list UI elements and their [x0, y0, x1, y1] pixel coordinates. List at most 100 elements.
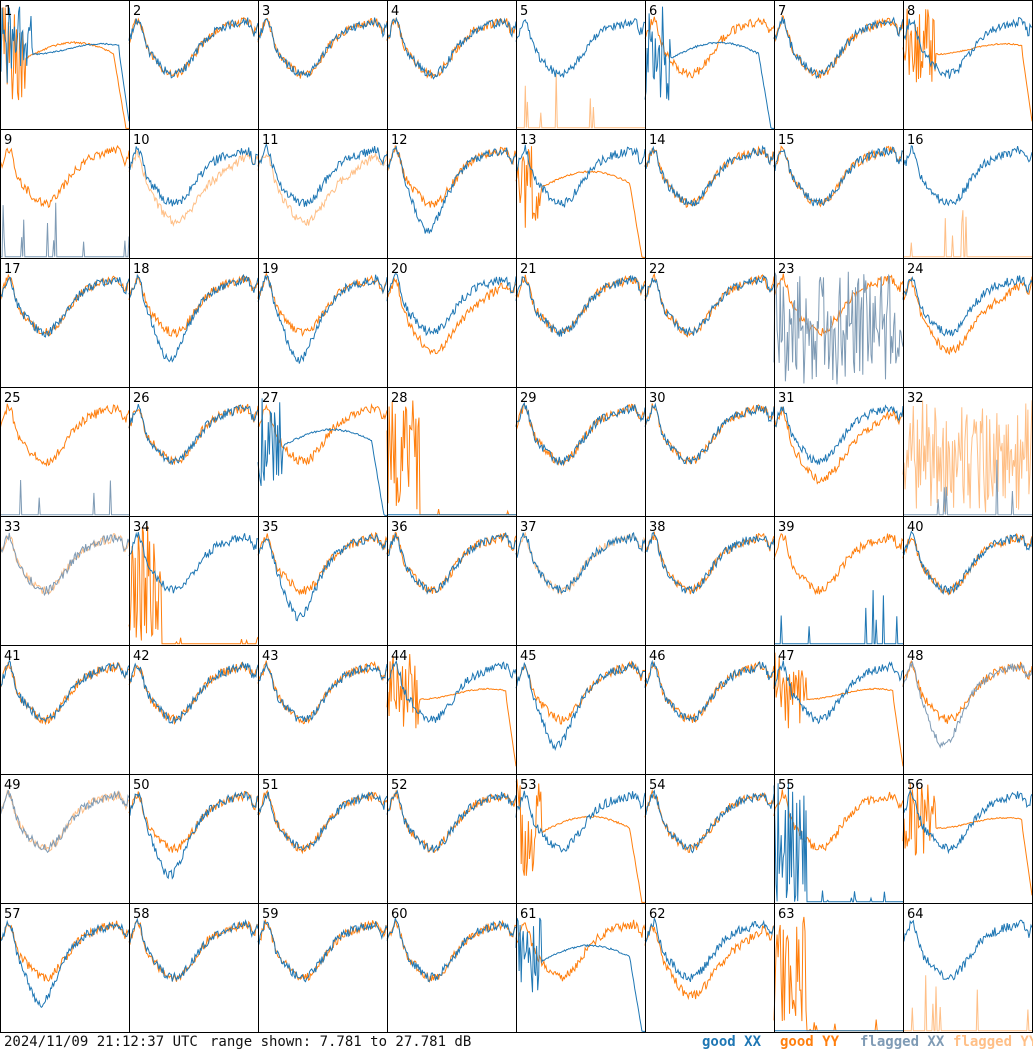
tile-19: 19 — [257, 262, 388, 364]
tile-33: 33 — [0, 520, 130, 597]
tile-52: 52 — [386, 778, 517, 853]
tile-label: 23 — [778, 262, 795, 277]
tile-label: 22 — [649, 262, 666, 277]
series-xx-tile-43 — [257, 661, 388, 722]
tile-label: 50 — [133, 778, 150, 793]
tile-label: 9 — [4, 133, 12, 148]
tile-59: 59 — [257, 907, 388, 983]
tile-label: 15 — [778, 133, 795, 148]
legend-flagged-xx: flagged XX — [860, 1034, 945, 1050]
series-xx-tile-21 — [515, 274, 646, 337]
tile-label: 48 — [907, 649, 924, 664]
series-yy-tile-25 — [0, 403, 130, 467]
tile-4: 4 — [386, 4, 517, 80]
tile-label: 19 — [262, 262, 279, 277]
series-yy-tile-3 — [257, 17, 388, 79]
tile-29: 29 — [515, 391, 646, 467]
series-yy-tile-18 — [128, 274, 259, 338]
tile-1: 1 — [0, 4, 130, 129]
series-xx-tile-35 — [257, 533, 388, 622]
tile-26: 26 — [128, 391, 259, 466]
series-xx-tile-18 — [128, 273, 259, 363]
legend-good-xx: good XX — [702, 1034, 762, 1050]
series-yy-tile-62 — [644, 923, 775, 1001]
series-xx-tile-3 — [257, 17, 388, 78]
tile-30: 30 — [644, 391, 775, 465]
tile-44: 44 — [386, 649, 517, 767]
series-xx-tile-58 — [128, 917, 259, 982]
tile-label: 39 — [778, 520, 795, 535]
series-xx-tile-37 — [515, 532, 646, 594]
tile-40: 40 — [902, 520, 1033, 596]
series-yy-tile-64 — [903, 975, 1032, 1032]
tile-32: 32 — [902, 391, 1033, 516]
tile-51: 51 — [257, 778, 388, 855]
series-yy-tile-5 — [516, 73, 645, 129]
tile-label: 25 — [4, 391, 21, 406]
tile-5: 5 — [515, 4, 646, 129]
series-xx-tile-47 — [773, 660, 904, 725]
tile-label: 41 — [4, 649, 21, 664]
series-yy-tile-55 — [773, 789, 904, 852]
series-yy-tile-20 — [386, 277, 517, 356]
legend-good-yy: good YY — [780, 1034, 840, 1050]
tile-27: 27 — [257, 391, 388, 516]
tile-label: 34 — [133, 520, 150, 535]
tile-42: 42 — [128, 649, 259, 725]
series-xx-tile-51 — [257, 791, 388, 851]
tile-label: 58 — [133, 907, 150, 922]
tile-34: 34 — [128, 520, 259, 645]
tile-label: 29 — [520, 391, 537, 406]
tile-label: 3 — [262, 4, 270, 19]
series-xx-tile-56 — [902, 789, 1033, 855]
series-xx-tile-52 — [386, 789, 517, 853]
tile-label: 46 — [649, 649, 666, 664]
series-xx-tile-20 — [386, 273, 517, 337]
tile-63: 63 — [773, 907, 903, 1032]
series-xx-tile-25 — [0, 479, 129, 516]
tile-label: 24 — [907, 262, 924, 277]
series-xx-tile-31 — [773, 404, 904, 466]
tile-label: 52 — [391, 778, 408, 793]
series-yy-tile-61 — [515, 919, 646, 982]
tile-label: 49 — [4, 778, 21, 793]
tile-7: 7 — [773, 4, 904, 80]
tile-22: 22 — [644, 262, 775, 338]
series-yy-tile-24 — [902, 276, 1033, 356]
series-xx-tile-16 — [902, 145, 1033, 207]
series-yy-tile-6 — [644, 16, 775, 79]
series-yy-tile-8 — [902, 8, 1033, 122]
tile-14: 14 — [644, 133, 775, 208]
tile-label: 63 — [778, 907, 795, 922]
tile-37: 37 — [515, 520, 646, 596]
series-yy-tile-40 — [902, 533, 1033, 596]
tile-label: 21 — [520, 262, 537, 277]
series-xx-tile-46 — [644, 659, 775, 722]
tile-31: 31 — [773, 391, 904, 485]
series-yy-tile-39 — [773, 532, 904, 596]
tile-label: 51 — [262, 778, 279, 793]
tile-64: 64 — [902, 907, 1033, 1032]
tile-label: 1 — [4, 4, 12, 19]
tile-label: 11 — [262, 133, 279, 148]
timestamp-label: 2024/11/09 21:12:37 UTC — [4, 1034, 198, 1050]
series-xx-tile-59 — [257, 920, 388, 983]
tile-45: 45 — [515, 649, 646, 752]
tile-47: 47 — [773, 649, 904, 767]
tile-label: 2 — [133, 4, 141, 19]
tile-label: 59 — [262, 907, 279, 922]
tile-11: 11 — [257, 133, 388, 226]
series-xx-tile-17 — [0, 276, 130, 338]
tile-label: 64 — [907, 907, 924, 922]
series-yy-tile-53 — [515, 778, 645, 903]
tile-61: 61 — [515, 907, 646, 1032]
tile-label: 31 — [778, 391, 795, 406]
series-yy-tile-42 — [128, 661, 259, 725]
series-xx-tile-42 — [128, 661, 259, 725]
tile-label: 45 — [520, 649, 537, 664]
tile-label: 47 — [778, 649, 795, 664]
series-xx-tile-61 — [515, 917, 645, 1032]
series-xx-tile-32 — [903, 459, 1032, 516]
series-xx-tile-64 — [902, 919, 1033, 981]
tile-label: 13 — [520, 133, 537, 148]
